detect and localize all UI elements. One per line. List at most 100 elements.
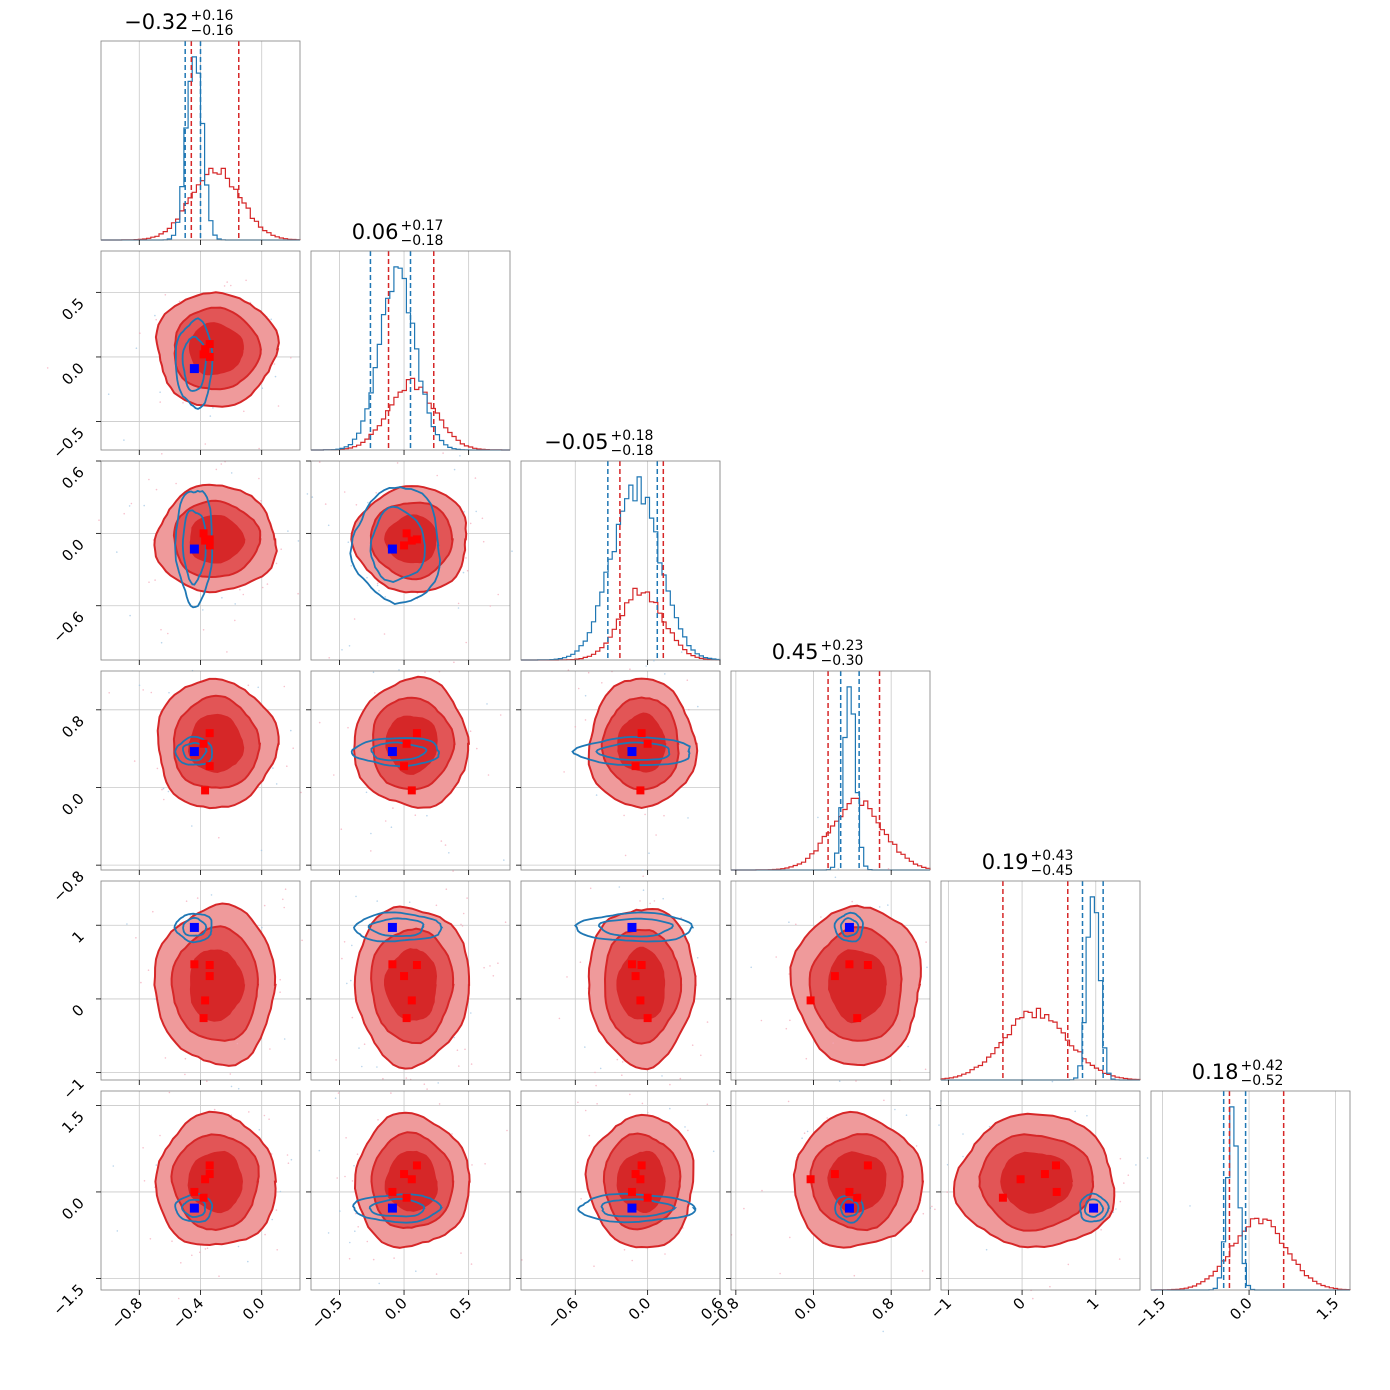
scatter-point xyxy=(700,1054,702,1057)
red-histogram xyxy=(311,377,510,451)
scatter-point xyxy=(584,694,587,697)
blue-contour-outer xyxy=(574,911,695,943)
scatter-point xyxy=(946,1191,948,1193)
red-contour-inner xyxy=(188,322,244,376)
red-marker xyxy=(627,960,636,969)
scatter-point xyxy=(343,491,346,493)
scatter-point xyxy=(915,1145,918,1147)
scatter-point xyxy=(318,461,321,463)
red-marker xyxy=(631,762,640,771)
scatter-point xyxy=(363,1043,366,1045)
scatter-point xyxy=(396,462,399,464)
scatter-point xyxy=(697,705,699,708)
scatter-point xyxy=(664,673,666,675)
scatter-point xyxy=(236,1042,239,1045)
scatter-point xyxy=(470,1063,473,1065)
scatter-point xyxy=(156,767,159,770)
scatter-point xyxy=(264,1233,266,1236)
red-marker xyxy=(402,739,411,748)
scatter-point xyxy=(679,1077,682,1080)
red-marker xyxy=(853,1014,862,1023)
scatter-point xyxy=(300,791,302,794)
scatter-point xyxy=(817,816,819,819)
scatter-point xyxy=(286,765,288,767)
y-tick-label: 0.0 xyxy=(58,535,88,565)
scatter-point xyxy=(167,790,170,793)
scatter-point xyxy=(408,901,411,903)
scatter-point xyxy=(160,628,162,631)
scatter-point xyxy=(284,888,287,890)
scatter-point xyxy=(653,900,656,902)
blue-histogram xyxy=(731,686,930,871)
title-minus: −0.30 xyxy=(821,653,864,669)
scatter-panel-4-3 xyxy=(726,816,931,1133)
scatter-point xyxy=(159,391,161,394)
scatter-point xyxy=(149,1238,152,1240)
scatter-point xyxy=(177,1297,180,1300)
red-marker xyxy=(806,996,815,1005)
scatter-point xyxy=(1086,1114,1088,1117)
scatter-point xyxy=(855,1080,857,1082)
scatter-point xyxy=(1051,1080,1054,1083)
scatter-point xyxy=(376,582,379,585)
scatter-point xyxy=(365,791,368,794)
scatter-point xyxy=(279,991,281,993)
blue-truth-marker xyxy=(387,747,397,757)
y-tick-label: 1.5 xyxy=(58,1108,88,1138)
scatter-panel-5-3 xyxy=(726,1042,1003,1333)
scatter-point xyxy=(631,1259,633,1262)
scatter-point xyxy=(327,1232,330,1234)
blue-contour-outer xyxy=(352,1193,444,1224)
scatter-point xyxy=(962,1133,964,1135)
scatter-point xyxy=(290,729,292,732)
scatter-point xyxy=(366,576,368,579)
scatter-point xyxy=(234,619,236,622)
scatter-point xyxy=(229,1073,232,1075)
scatter-point xyxy=(618,886,621,888)
scatter-point xyxy=(645,665,647,667)
scatter-point xyxy=(355,504,358,506)
red-marker xyxy=(631,1170,640,1179)
scatter-point xyxy=(826,1117,828,1119)
scatter-point xyxy=(247,684,250,687)
scatter-point xyxy=(112,1165,115,1167)
scatter-point xyxy=(301,939,303,942)
title-minus: −0.18 xyxy=(401,233,444,249)
scatter-point xyxy=(779,1272,781,1275)
scatter-point xyxy=(624,854,627,857)
scatter-point xyxy=(837,868,840,870)
red-marker xyxy=(806,1175,815,1184)
blue-contour-outer xyxy=(571,735,691,766)
scatter-point xyxy=(276,1249,279,1251)
x-tick-label: −0.5 xyxy=(308,1294,346,1332)
title-median: −0.05 xyxy=(544,430,608,454)
scatter-point xyxy=(116,1230,119,1232)
scatter-point xyxy=(350,979,352,982)
panel-frame xyxy=(520,1090,721,1291)
scatter-point xyxy=(154,579,156,581)
scatter-point xyxy=(924,1068,927,1071)
scatter-point xyxy=(641,869,644,871)
scatter-point xyxy=(148,478,150,481)
scatter-point xyxy=(487,774,490,776)
scatter-point xyxy=(108,692,110,694)
scatter-point xyxy=(230,1085,233,1088)
blue-contour-inner xyxy=(181,335,208,392)
scatter-point xyxy=(218,836,220,839)
scatter-point xyxy=(143,504,145,507)
scatter-point xyxy=(210,894,213,896)
scatter-point xyxy=(464,1048,466,1051)
y-tick-label: 0 xyxy=(68,1001,87,1020)
scatter-point xyxy=(593,1265,595,1267)
title-median: 0.19 xyxy=(982,850,1029,874)
scatter-point xyxy=(469,730,472,732)
blue-contour-inner xyxy=(182,916,208,937)
panel-title-5: 0.18 +0.42−0.52 xyxy=(1192,1058,1284,1089)
scatter-point xyxy=(348,645,351,647)
scatter-point xyxy=(639,900,641,902)
scatter-point xyxy=(378,589,380,592)
scatter-point xyxy=(574,726,577,728)
scatter-point xyxy=(280,548,283,550)
scatter-point xyxy=(168,1091,171,1094)
y-tick-label: 1 xyxy=(68,927,87,946)
